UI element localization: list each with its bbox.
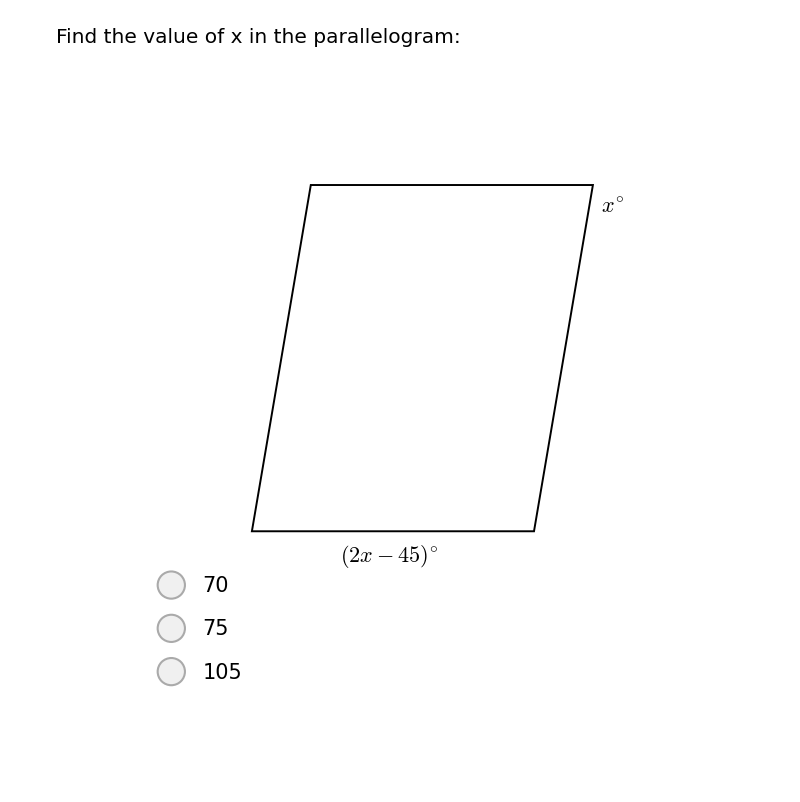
Text: 75: 75	[202, 618, 229, 638]
Polygon shape	[252, 186, 593, 532]
Circle shape	[158, 658, 185, 686]
Circle shape	[158, 615, 185, 642]
Text: 105: 105	[202, 662, 242, 682]
Text: $x^{\circ}$: $x^{\circ}$	[601, 196, 624, 217]
Circle shape	[158, 572, 185, 599]
Text: $(2x - 45)^{\circ}$: $(2x - 45)^{\circ}$	[340, 542, 438, 569]
Text: Find the value of x in the parallelogram:: Find the value of x in the parallelogram…	[56, 28, 461, 47]
Text: 70: 70	[202, 575, 229, 595]
